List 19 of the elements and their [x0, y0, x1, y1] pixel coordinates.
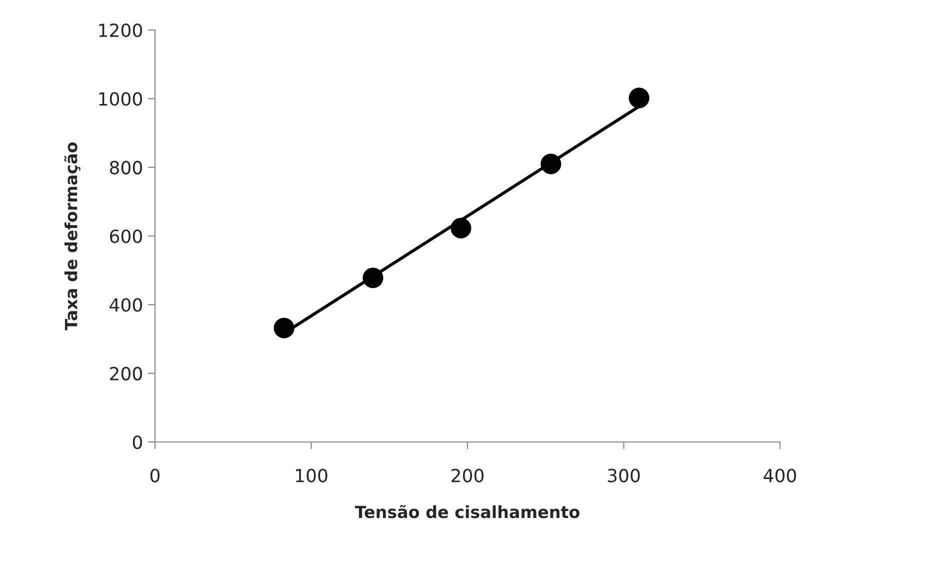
point: [362, 268, 384, 288]
y-tick-label: 600: [110, 229, 142, 244]
x-axis-title: Tensão de cisalhamento: [354, 505, 580, 518]
point: [628, 88, 650, 108]
y-tick-label: 800: [110, 160, 142, 174]
point: [450, 218, 472, 238]
y-tick-label: 1200: [99, 23, 142, 38]
x-tick-label: 200: [452, 468, 484, 482]
x-tick-label: 300: [608, 468, 640, 482]
y-tick-label: 200: [110, 366, 142, 380]
point: [540, 154, 562, 174]
point: [274, 318, 294, 338]
y-tick-label: 0: [132, 435, 142, 450]
y-axis-title: Taxa de deformação: [64, 142, 80, 330]
x-tick-label: 0: [150, 468, 160, 482]
x-tick-label: 400: [764, 468, 796, 482]
x-tick-label: 100: [296, 468, 328, 482]
y-tick-label: 400: [110, 298, 142, 312]
y-tick-label: 1000: [99, 92, 142, 106]
